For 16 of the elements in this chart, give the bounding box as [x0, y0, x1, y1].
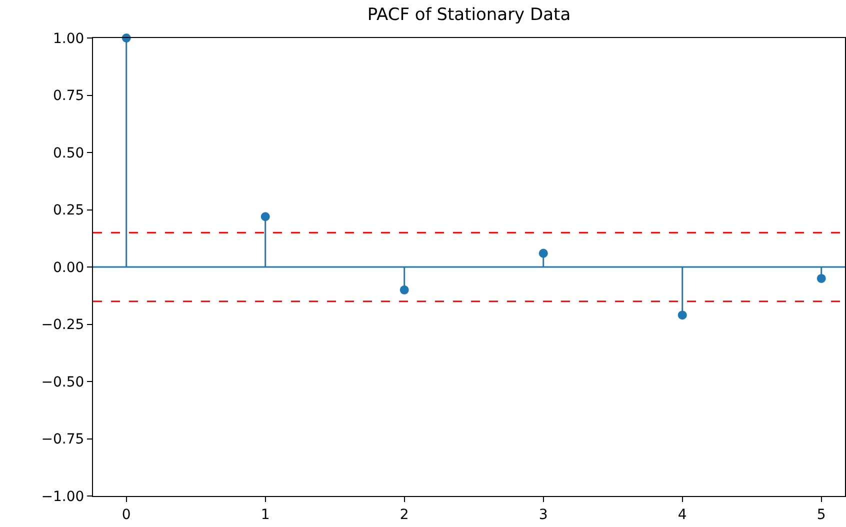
y-tick-label: −0.75	[41, 432, 84, 448]
y-tick-label: 0.00	[53, 260, 84, 276]
y-tick-label: 0.75	[53, 88, 84, 104]
y-tick-label: 0.50	[53, 145, 84, 162]
x-tick-label: 4	[678, 506, 687, 523]
x-tick-label: 3	[538, 506, 548, 523]
y-tick-label: −1.00	[41, 488, 84, 505]
x-tick-label: 0	[122, 506, 131, 523]
y-tick-label: −0.25	[41, 317, 84, 334]
x-tick-label: 2	[400, 506, 409, 523]
y-tick-label: −0.50	[41, 374, 84, 390]
x-tick-label: 1	[260, 506, 270, 523]
chart-title: PACF of Stationary Data	[367, 4, 571, 25]
y-tick-label: 1.00	[53, 30, 84, 47]
x-tick-label: 5	[816, 506, 826, 523]
y-tick-label: 0.25	[53, 202, 84, 219]
